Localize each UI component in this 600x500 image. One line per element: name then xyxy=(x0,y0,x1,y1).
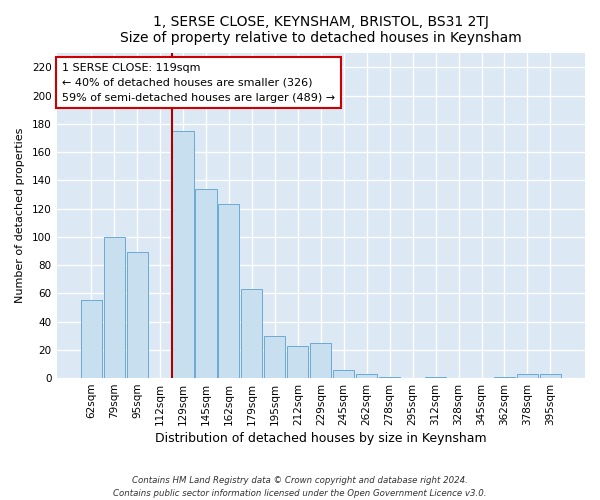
Bar xyxy=(172,131,194,378)
Bar xyxy=(356,374,377,378)
Bar xyxy=(494,376,515,378)
Bar xyxy=(379,376,400,378)
Bar xyxy=(425,376,446,378)
Bar xyxy=(264,336,286,378)
Title: 1, SERSE CLOSE, KEYNSHAM, BRISTOL, BS31 2TJ
Size of property relative to detache: 1, SERSE CLOSE, KEYNSHAM, BRISTOL, BS31 … xyxy=(120,15,521,45)
Bar xyxy=(218,204,239,378)
Text: 1 SERSE CLOSE: 119sqm
← 40% of detached houses are smaller (326)
59% of semi-det: 1 SERSE CLOSE: 119sqm ← 40% of detached … xyxy=(62,63,335,102)
X-axis label: Distribution of detached houses by size in Keynsham: Distribution of detached houses by size … xyxy=(155,432,487,445)
Y-axis label: Number of detached properties: Number of detached properties xyxy=(15,128,25,304)
Bar xyxy=(333,370,355,378)
Bar xyxy=(540,374,561,378)
Bar xyxy=(196,189,217,378)
Bar xyxy=(517,374,538,378)
Bar xyxy=(104,237,125,378)
Bar xyxy=(310,343,331,378)
Bar xyxy=(241,289,262,378)
Bar xyxy=(127,252,148,378)
Bar xyxy=(80,300,102,378)
Text: Contains HM Land Registry data © Crown copyright and database right 2024.
Contai: Contains HM Land Registry data © Crown c… xyxy=(113,476,487,498)
Bar xyxy=(287,346,308,378)
